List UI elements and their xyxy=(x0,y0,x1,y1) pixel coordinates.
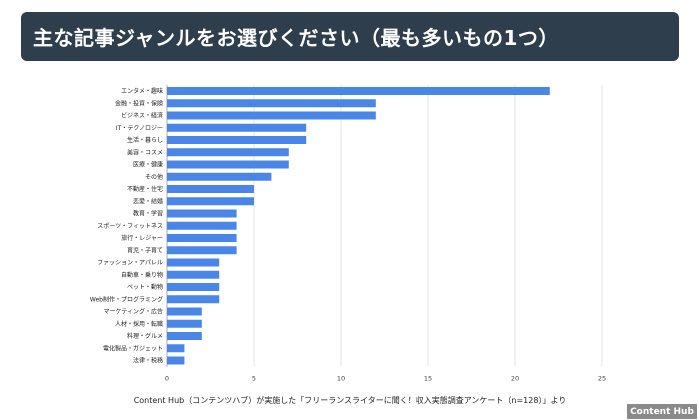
category-label: ペット・動物 xyxy=(127,283,163,291)
bar xyxy=(167,307,202,316)
x-tick-label: 10 xyxy=(337,375,345,383)
bar xyxy=(167,270,220,279)
category-label: 美容・コスメ xyxy=(127,148,163,156)
category-label: その他 xyxy=(145,173,163,181)
chart-area: 0 5 10 15 20 25 エンタメ・趣味 金融・投資・保険 ビジネス・経済 IT・テクノロジ… xyxy=(0,75,700,387)
category-label: 金融・投資・保険 xyxy=(115,99,163,107)
bar xyxy=(167,209,237,218)
category-label: 自動車・乗り物 xyxy=(121,271,163,279)
bar xyxy=(167,185,254,193)
bar xyxy=(167,99,376,108)
page-title: 主な記事ジャンルをお選びください（最も多いもの1つ） xyxy=(33,26,559,50)
title-banner: 主な記事ジャンルをお選びください（最も多いもの1つ） xyxy=(21,12,679,61)
bar xyxy=(167,148,289,157)
bar xyxy=(167,258,220,267)
x-tick-label: 15 xyxy=(424,375,432,383)
bar xyxy=(167,221,237,230)
bar xyxy=(167,123,307,132)
category-label: 法律・税務 xyxy=(133,357,163,365)
category-label: 育児・子育て xyxy=(127,246,163,254)
category-label: 人材・採用・転職 xyxy=(115,320,163,328)
category-label: 電化製品・ガジェット xyxy=(103,344,163,352)
category-label: ファッション・アパレル xyxy=(97,260,163,267)
category-label: 恋愛・結婚 xyxy=(133,197,163,205)
bar xyxy=(167,136,307,144)
category-label: ビジネス・経済 xyxy=(121,112,163,120)
bar xyxy=(167,87,550,95)
bar xyxy=(167,356,185,365)
category-label: 医療・健康 xyxy=(133,161,163,169)
bar xyxy=(167,283,220,291)
category-label: スポーツ・フィットネス xyxy=(97,222,163,230)
category-label: IT・テクノロジー xyxy=(116,125,163,132)
bar xyxy=(167,111,376,120)
bar xyxy=(167,295,220,304)
bar xyxy=(167,234,237,242)
bar xyxy=(167,246,237,255)
category-label: Web制作・プログラミング xyxy=(90,295,163,303)
x-tick-label: 5 xyxy=(252,375,256,383)
bar xyxy=(167,319,202,328)
bar xyxy=(167,172,272,181)
category-label: 教育・学習 xyxy=(133,210,163,218)
category-label: エンタメ・趣味 xyxy=(121,87,163,95)
category-label: 旅行・レジャー xyxy=(121,234,163,242)
category-label: マーケティング・広告 xyxy=(103,308,163,316)
category-label: 不動産・住宅 xyxy=(127,185,163,193)
bar xyxy=(167,344,185,353)
bar xyxy=(167,160,289,169)
content-hub-logo: Content Hub xyxy=(627,404,697,419)
x-tick-label: 20 xyxy=(511,375,519,383)
bar xyxy=(167,332,202,340)
category-label: 料理・グルメ xyxy=(127,332,163,340)
source-note: Content Hub（コンテンツハブ）が実施した「フリーランスライターに聞く！… xyxy=(133,396,567,405)
category-label: 生活・暮らし xyxy=(127,136,163,144)
x-tick-label: 0 xyxy=(165,375,169,383)
x-tick-label: 25 xyxy=(598,375,606,383)
bar xyxy=(167,197,254,206)
